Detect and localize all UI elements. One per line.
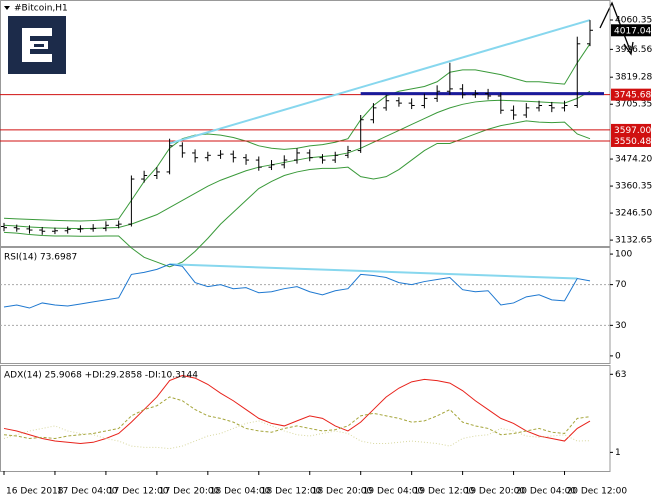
title-arrow xyxy=(4,6,10,10)
indicator-line xyxy=(3,263,591,309)
level-tag xyxy=(611,88,651,101)
level-label: 3550.48 xyxy=(614,137,651,147)
indicator-line xyxy=(3,396,591,440)
y-tick-label: 70 xyxy=(615,280,627,290)
price-label: 4017.04 xyxy=(614,26,651,36)
y-tick-label: 0 xyxy=(615,351,621,361)
y-tick-label: 63 xyxy=(615,370,626,380)
y-tick-label: 3360.35 xyxy=(615,182,652,192)
y-tick-label: 4060.35 xyxy=(615,15,652,25)
x-tick-label: 19 Dec 12:00 xyxy=(414,487,475,497)
y-tick-label: 30 xyxy=(615,321,627,331)
indicator-line xyxy=(3,375,591,445)
y-tick-label: 3936.56 xyxy=(615,45,652,55)
trend-line xyxy=(169,19,591,145)
pane-title: RSI(14) 73.6987 xyxy=(4,253,77,263)
logo xyxy=(8,16,66,74)
level-tag xyxy=(611,123,651,136)
y-tick-label: 3132.65 xyxy=(615,236,652,246)
x-tick-label: 17 Dec 04:00 xyxy=(57,487,118,497)
x-tick-label: 16 Dec 2018 xyxy=(6,487,64,497)
x-tick-label: 18 Dec 20:00 xyxy=(312,487,373,497)
x-tick-label: 19 Dec 04:00 xyxy=(363,487,424,497)
bollinger-band xyxy=(3,120,591,268)
pane-frame xyxy=(0,365,611,472)
x-tick-label: 19 Dec 20:00 xyxy=(465,487,526,497)
x-tick-label: 17 Dec 20:00 xyxy=(159,487,220,497)
y-tick-label: 3819.28 xyxy=(615,73,652,83)
y-tick-label: 3705.35 xyxy=(615,100,652,110)
level-tag xyxy=(611,134,651,147)
level-label: 3745.68 xyxy=(614,91,651,101)
pane-title: ADX(14) 25.9068 +DI:29.2858 -DI:10.3144 xyxy=(4,371,198,381)
pane-title: #Bitcoin,H1 xyxy=(14,4,68,14)
price-tag xyxy=(611,24,651,37)
level-label: 3597.00 xyxy=(614,126,651,136)
y-tick-label: 100 xyxy=(615,250,632,260)
x-tick-label: 18 Dec 04:00 xyxy=(210,487,271,497)
trend-line xyxy=(169,263,578,280)
y-tick-label: 3474.20 xyxy=(615,155,652,165)
x-tick-label: 20 Dec 04:00 xyxy=(516,487,577,497)
pane-frame xyxy=(0,247,611,364)
pane-frame xyxy=(0,0,611,247)
y-tick-label: 1 xyxy=(615,448,621,458)
x-tick-label: 18 Dec 12:00 xyxy=(261,487,322,497)
y-tick-label: 3246.50 xyxy=(615,209,652,219)
x-tick-label: 20 Dec 12:00 xyxy=(567,487,628,497)
x-tick-label: 17 Dec 12:00 xyxy=(108,487,169,497)
